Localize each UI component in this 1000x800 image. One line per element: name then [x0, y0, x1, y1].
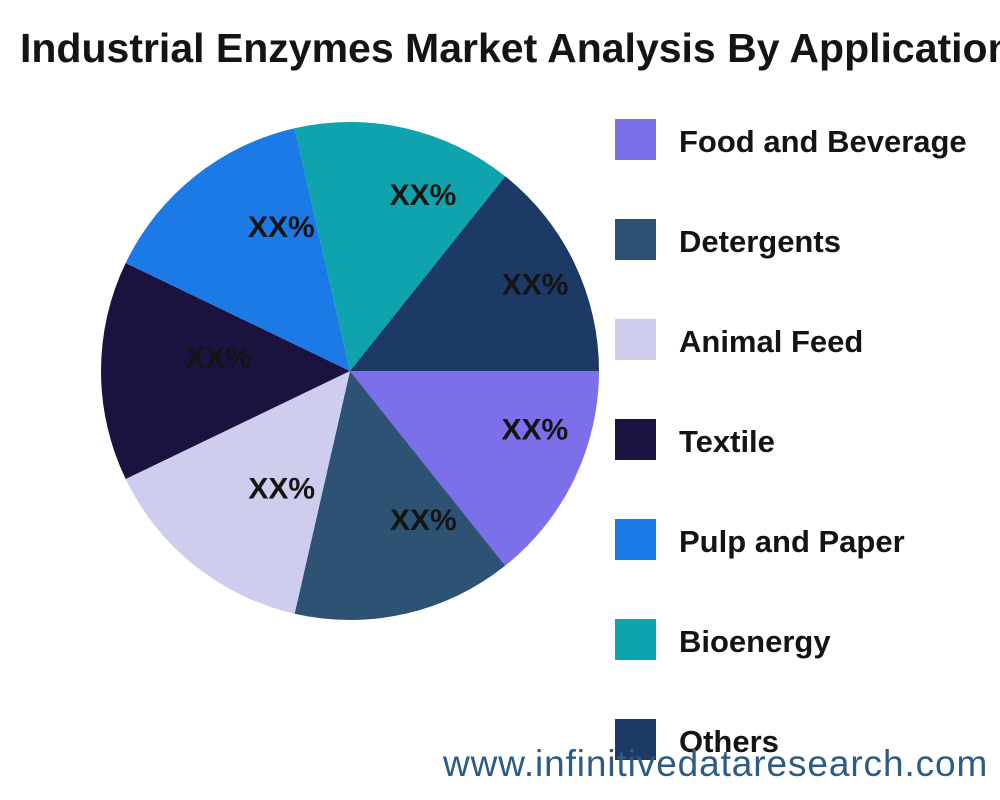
svg-text:XX%: XX%: [502, 269, 569, 302]
svg-text:XX%: XX%: [390, 179, 457, 212]
svg-text:XX%: XX%: [501, 414, 568, 447]
svg-text:XX%: XX%: [185, 342, 252, 375]
svg-text:XX%: XX%: [248, 211, 315, 244]
svg-text:XX%: XX%: [390, 504, 457, 537]
svg-text:XX%: XX%: [248, 472, 315, 505]
